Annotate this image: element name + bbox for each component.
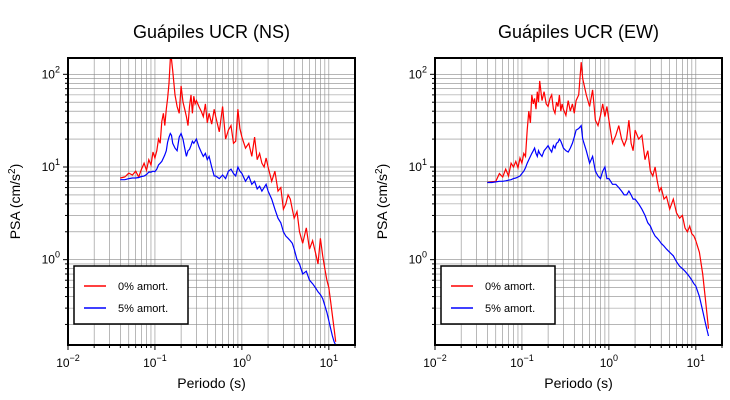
legend: 0% amort. 5% amort.: [73, 265, 189, 325]
x-tick-label: 10−2: [56, 353, 80, 370]
tick-exponent: 0: [55, 250, 60, 260]
x-tick-label: 100: [233, 353, 251, 370]
x-tick-label: 101: [687, 353, 705, 370]
x-tick-label: 10−2: [423, 353, 447, 370]
x-tick-label: 10−1: [510, 353, 534, 370]
y-tick-label: 101: [409, 157, 427, 174]
series-line-damped: [120, 131, 337, 345]
y-tick-label: 102: [42, 64, 60, 81]
x-axis-label: Periodo (s): [544, 375, 612, 391]
plot-frame: [67, 57, 356, 346]
legend-label: 0% amort.: [118, 281, 168, 293]
tick-exponent: 2: [422, 64, 427, 74]
tick-exponent: 1: [55, 157, 60, 167]
legend-label: 5% amort.: [118, 303, 168, 315]
tick-base: 10: [409, 253, 423, 267]
x-tick-label: 101: [320, 353, 338, 370]
tick-exponent: −2: [70, 353, 80, 363]
x-tick-label: 100: [600, 353, 618, 370]
series-line-damped: [487, 124, 710, 337]
tick-base: 10: [423, 356, 437, 370]
tick-base: 10: [510, 356, 524, 370]
tick-exponent: 0: [422, 250, 427, 260]
tick-base: 10: [42, 253, 56, 267]
plot-frame: [434, 57, 723, 346]
y-tick-label: 100: [409, 250, 427, 267]
y-axis-label: PSA (cm/s2): [374, 164, 390, 240]
tick-base: 10: [409, 67, 423, 81]
tick-base: 10: [687, 356, 701, 370]
y-label-sup: 2: [7, 168, 18, 174]
tick-exponent: 0: [246, 353, 251, 363]
y-label-end: ): [374, 164, 390, 169]
legend: 0% amort. 5% amort.: [440, 265, 556, 325]
tick-exponent: −2: [437, 353, 447, 363]
tick-base: 10: [56, 356, 70, 370]
tick-exponent: 1: [700, 353, 705, 363]
y-tick-label: 101: [42, 157, 60, 174]
tick-base: 10: [143, 356, 157, 370]
y-label-sup: 2: [374, 168, 385, 174]
tick-exponent: 2: [55, 64, 60, 74]
tick-base: 10: [600, 356, 614, 370]
tick-exponent: 1: [422, 157, 427, 167]
y-label-main: PSA (cm/s: [7, 174, 23, 239]
legend-label: 0% amort.: [485, 281, 535, 293]
legend-box: [73, 265, 189, 325]
y-label-end: ): [7, 164, 23, 169]
chart-title: Guápiles UCR (EW): [498, 22, 659, 42]
y-tick-label: 102: [409, 64, 427, 81]
tick-exponent: −1: [156, 353, 166, 363]
tick-exponent: 1: [333, 353, 338, 363]
chart-title: Guápiles UCR (NS): [133, 22, 290, 42]
tick-base: 10: [42, 160, 56, 174]
legend-box: [440, 265, 556, 325]
series-line-undamped: [120, 58, 337, 342]
tick-base: 10: [409, 160, 423, 174]
tick-base: 10: [320, 356, 334, 370]
x-axis-label: Periodo (s): [177, 375, 245, 391]
tick-exponent: −1: [523, 353, 533, 363]
y-tick-label: 100: [42, 250, 60, 267]
tick-exponent: 0: [613, 353, 618, 363]
series-line-undamped: [487, 62, 710, 329]
legend-label: 5% amort.: [485, 303, 535, 315]
y-axis-label: PSA (cm/s2): [7, 164, 23, 240]
y-label-main: PSA (cm/s: [374, 174, 390, 239]
tick-base: 10: [233, 356, 247, 370]
tick-base: 10: [42, 67, 56, 81]
x-tick-label: 10−1: [143, 353, 167, 370]
